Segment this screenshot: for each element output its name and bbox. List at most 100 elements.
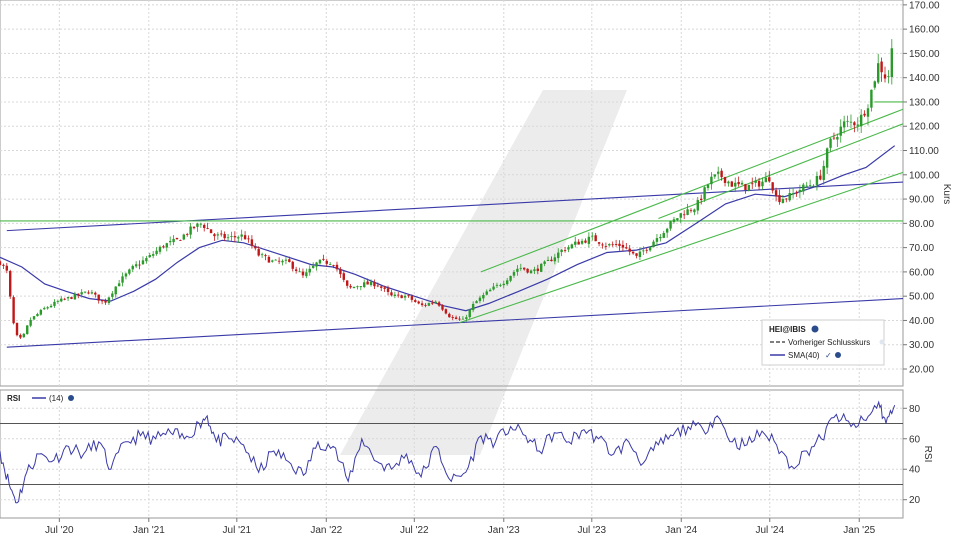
- candle-body: [522, 267, 526, 270]
- candle-body: [9, 271, 12, 297]
- price-tick-label: 60.00: [909, 267, 934, 278]
- candle-body: [665, 228, 669, 233]
- candle-body: [434, 301, 437, 304]
- candle-body: [815, 175, 819, 185]
- legend-sma-globe-icon[interactable]: [835, 352, 841, 358]
- candle-body: [645, 249, 648, 251]
- legend-label-prev-close: Vorheriger Schlusskurs: [788, 338, 870, 347]
- candle-body: [100, 299, 104, 302]
- legend-sma-check-icon[interactable]: ✓: [825, 351, 832, 360]
- candle-body: [662, 233, 665, 238]
- trendlines: [0, 101, 904, 348]
- price-tick-label: 30.00: [909, 340, 934, 351]
- candle-body: [488, 289, 492, 292]
- candle-body: [284, 259, 288, 261]
- trendline: [458, 171, 904, 324]
- candle-body: [859, 114, 863, 127]
- candle-body: [475, 301, 478, 304]
- candle-body: [386, 288, 390, 292]
- candle-body: [83, 291, 87, 293]
- candle-body: [587, 236, 591, 244]
- legend-title-globe-icon[interactable]: [811, 325, 819, 333]
- candle-body: [114, 286, 117, 295]
- candle-body: [230, 236, 233, 237]
- candle-body: [94, 292, 97, 295]
- price-tick-label: 170.00: [909, 0, 940, 11]
- candle-body: [32, 316, 36, 320]
- candle-body: [557, 252, 560, 259]
- candle-body: [444, 309, 448, 314]
- candle-body: [206, 228, 209, 229]
- x-tick-label: Jan '21: [133, 525, 165, 536]
- candle-body: [781, 199, 785, 203]
- candle-body: [431, 302, 434, 304]
- price-tick-label: 50.00: [909, 292, 934, 303]
- candle-body: [49, 305, 53, 308]
- candle-body: [66, 296, 70, 299]
- candle-body: [502, 283, 505, 286]
- candle-body: [448, 313, 451, 318]
- candle-body: [482, 294, 485, 299]
- candle-body: [825, 148, 829, 168]
- candle-body: [36, 313, 39, 317]
- rsi-legend-globe-icon[interactable]: [68, 395, 74, 401]
- candle-body: [717, 171, 720, 174]
- candle-body: [795, 192, 798, 194]
- candle-body: [505, 280, 509, 285]
- candle-body: [866, 108, 870, 117]
- candle-body: [625, 247, 628, 249]
- rsi-axis-label: RSI: [922, 446, 933, 463]
- candle-body: [271, 260, 274, 262]
- trendline: [658, 123, 904, 220]
- candle-body: [682, 214, 686, 216]
- candle-body: [15, 322, 19, 336]
- candle-body: [43, 308, 46, 310]
- candle-body: [342, 273, 345, 280]
- candle-body: [216, 234, 220, 236]
- candle-body: [134, 264, 138, 267]
- candle-body: [104, 300, 107, 303]
- candle-body: [247, 238, 250, 240]
- price-tick-label: 20.00: [909, 365, 934, 376]
- candle-body: [652, 241, 655, 248]
- rsi-reference-lines: [0, 423, 903, 485]
- candle-body: [424, 304, 427, 306]
- rsi-legend: RSI (14): [3, 392, 77, 404]
- x-tick-label: Jul '20: [45, 525, 74, 536]
- candle-body: [696, 200, 699, 211]
- candle-body: [672, 219, 676, 222]
- candle-body: [213, 234, 216, 237]
- candle-body: [5, 265, 9, 271]
- legend-prev-close-globe-icon[interactable]: [879, 339, 885, 345]
- candle-body: [277, 260, 281, 262]
- candle-body: [189, 226, 192, 235]
- candle-body: [410, 296, 414, 300]
- candle-body: [751, 183, 754, 185]
- candle-body: [77, 293, 80, 296]
- candle-body: [774, 190, 778, 197]
- candle-body: [659, 236, 662, 239]
- candle-body: [727, 181, 730, 184]
- candle-body: [676, 218, 679, 221]
- candle-body: [322, 258, 325, 260]
- price-tick-label: 120.00: [909, 122, 940, 133]
- candle-body: [128, 269, 131, 274]
- candle-body: [560, 249, 563, 253]
- candle-body: [512, 272, 516, 276]
- candle-body: [267, 256, 271, 263]
- rsi-line: [0, 400, 896, 504]
- candle-body: [39, 309, 43, 315]
- candle-body: [427, 303, 431, 306]
- candle-body: [148, 255, 151, 258]
- price-tick-label: 150.00: [909, 49, 940, 60]
- candle-body: [529, 270, 533, 274]
- candle-body: [19, 334, 22, 338]
- x-tick-label: Jan '23: [488, 525, 520, 536]
- price-tick-label: 100.00: [909, 170, 940, 181]
- candle-body: [454, 317, 458, 320]
- price-panel: [0, 0, 904, 387]
- candle-body: [631, 251, 635, 254]
- candle-body: [339, 269, 342, 275]
- candle-body: [117, 283, 121, 287]
- candle-body: [308, 268, 311, 273]
